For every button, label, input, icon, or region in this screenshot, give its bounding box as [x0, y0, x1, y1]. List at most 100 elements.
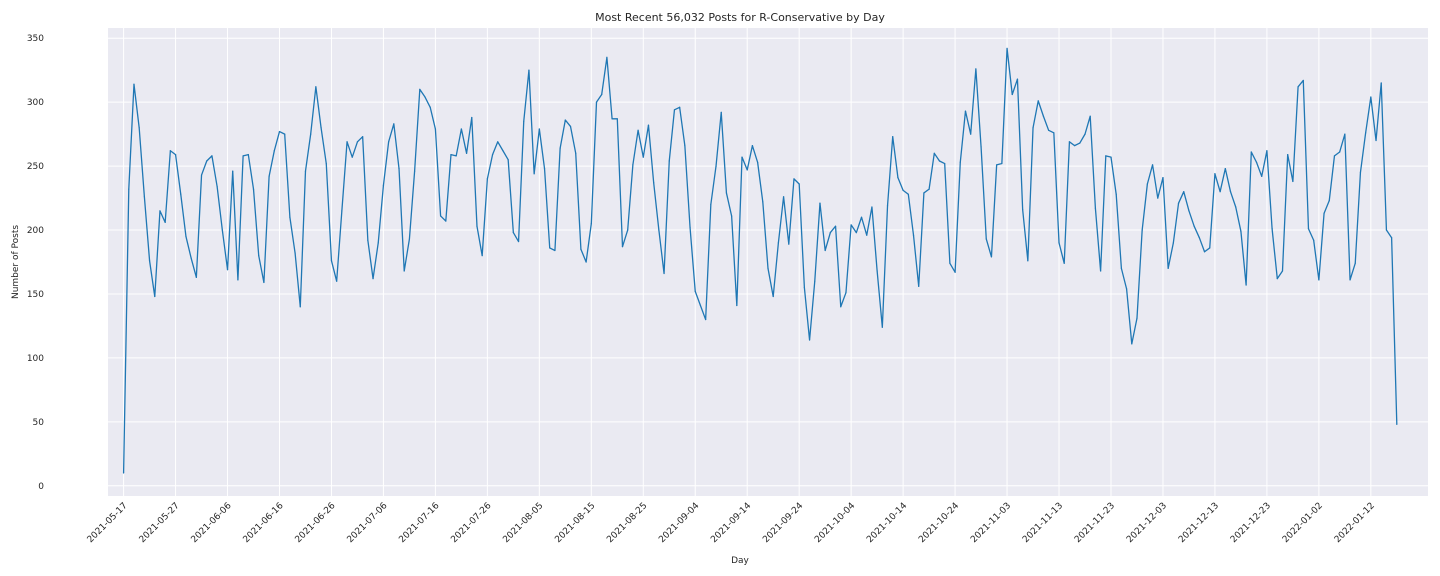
x-tick-label: 2021-06-16 [242, 501, 286, 545]
data-point [996, 164, 998, 166]
data-point [855, 231, 857, 234]
data-point [886, 205, 889, 207]
data-point [673, 109, 676, 111]
data-points [122, 47, 1398, 474]
x-tick-label: 2022-01-02 [1281, 501, 1325, 545]
data-point [273, 150, 275, 152]
y-tick-label: 50 [33, 418, 45, 428]
data-point [512, 231, 514, 234]
data-point [247, 153, 249, 156]
data-point [237, 279, 239, 281]
data-point [491, 153, 494, 156]
data-point [278, 130, 281, 133]
data-point [1235, 206, 1237, 208]
data-point [206, 160, 208, 162]
data-point [252, 188, 255, 190]
data-point [580, 248, 582, 250]
data-point [195, 276, 197, 278]
data-point [382, 184, 385, 186]
data-point [803, 286, 805, 289]
data-point [1058, 242, 1060, 244]
x-tick-label: 2021-10-14 [865, 501, 909, 545]
data-point [346, 141, 348, 143]
y-tick-label: 300 [27, 98, 44, 108]
data-point [1167, 267, 1169, 269]
data-point [294, 252, 296, 254]
data-point [1001, 162, 1003, 165]
data-point [388, 141, 390, 143]
data-point [559, 147, 561, 149]
data-point [944, 162, 946, 165]
data-point [611, 118, 613, 120]
data-point [1292, 180, 1294, 183]
data-point [954, 271, 956, 273]
data-point [1240, 230, 1242, 232]
data-point [1385, 229, 1388, 231]
data-point [1183, 191, 1185, 193]
data-point [1375, 139, 1377, 142]
data-point [933, 152, 935, 154]
data-point [938, 160, 941, 162]
data-point [1203, 251, 1206, 253]
data-point [554, 249, 556, 252]
data-point [840, 306, 842, 308]
data-point [1391, 237, 1393, 239]
data-point [486, 178, 488, 180]
data-point [1209, 247, 1211, 249]
chart-title: Most Recent 56,032 Posts for R-Conservat… [595, 11, 885, 24]
data-point [476, 225, 478, 227]
data-point [403, 270, 405, 272]
data-point [164, 221, 166, 223]
data-point [138, 127, 140, 129]
data-point [216, 185, 218, 188]
data-point [808, 339, 811, 341]
data-point [793, 178, 795, 180]
y-tick-label: 100 [27, 354, 44, 364]
data-point [320, 127, 322, 129]
data-point [180, 193, 182, 195]
data-point [1344, 133, 1346, 135]
data-point [1250, 151, 1252, 153]
data-point [928, 188, 930, 190]
data-point [1266, 150, 1268, 152]
data-point [689, 226, 691, 229]
data-point [1198, 237, 1200, 239]
data-point [1365, 132, 1367, 134]
data-point [595, 101, 598, 103]
data-point [975, 68, 977, 70]
data-point [143, 196, 145, 198]
data-point [569, 125, 572, 128]
data-point [460, 128, 462, 130]
data-point [325, 162, 327, 165]
data-point [424, 96, 426, 98]
data-point [616, 118, 618, 120]
data-point [1380, 82, 1382, 84]
data-point [1084, 133, 1086, 135]
data-point [663, 272, 665, 275]
data-point [393, 123, 395, 125]
data-point [777, 242, 779, 244]
data-point [684, 145, 686, 147]
data-point [1094, 207, 1096, 209]
data-point [1053, 132, 1055, 134]
data-point [169, 150, 171, 152]
y-tick-label: 350 [27, 34, 44, 44]
data-point [819, 202, 821, 204]
data-point [964, 110, 967, 112]
data-point [1193, 225, 1195, 227]
data-point [258, 255, 260, 257]
data-point [679, 106, 681, 108]
data-point [310, 133, 312, 135]
x-tick-label: 2021-08-15 [553, 501, 597, 545]
data-point [1032, 127, 1034, 129]
data-point [1063, 262, 1065, 264]
data-point [440, 215, 442, 217]
data-point [1313, 239, 1315, 241]
data-point [465, 152, 468, 154]
data-point [543, 168, 546, 170]
x-tick-label: 2021-11-13 [1021, 501, 1065, 545]
data-point [834, 225, 837, 227]
data-point [450, 153, 452, 156]
data-point [200, 174, 203, 176]
data-point [1074, 145, 1076, 147]
